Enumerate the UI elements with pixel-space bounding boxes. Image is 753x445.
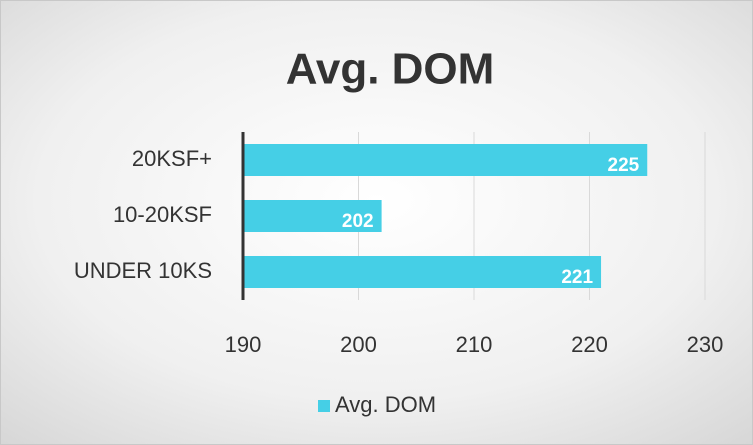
bar	[243, 144, 648, 176]
x-tick-label: 200	[340, 332, 377, 357]
y-tick-label: 20KSF+	[132, 146, 212, 171]
x-tick-label: 210	[456, 332, 493, 357]
legend-label: Avg. DOM	[335, 392, 436, 417]
chart-title: Avg. DOM	[286, 45, 495, 94]
data-label: 202	[342, 211, 374, 232]
x-tick-label: 190	[225, 332, 262, 357]
y-tick-label: 10-20KSF	[113, 202, 212, 227]
bar	[243, 200, 382, 232]
x-tick-label: 230	[687, 332, 724, 357]
bar	[243, 256, 602, 288]
legend-swatch	[318, 400, 330, 412]
data-label: 225	[608, 155, 640, 176]
x-tick-label: 220	[571, 332, 608, 357]
y-tick-label: UNDER 10KS	[74, 258, 212, 283]
data-label: 221	[561, 267, 593, 288]
